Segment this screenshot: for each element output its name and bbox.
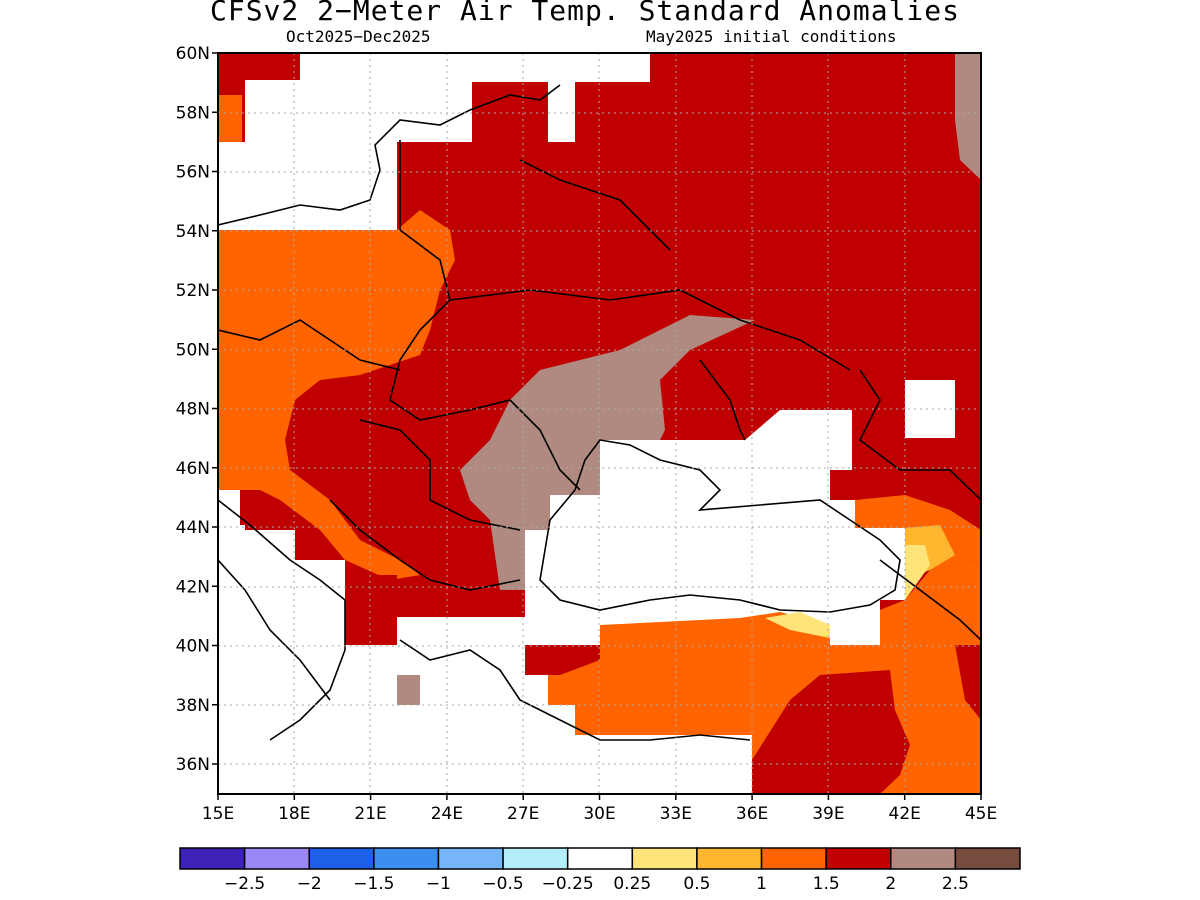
anomaly-patch-brown-ukraine: [460, 315, 755, 590]
no-signal-area-w: [218, 490, 240, 525]
x-tick-label: 33E: [660, 804, 692, 824]
colorbar-swatch: [954, 847, 1021, 870]
colorbar-label: 2.5: [942, 874, 969, 894]
y-tick-label: 46N: [176, 459, 210, 479]
x-tick-label: 36E: [736, 804, 768, 824]
page-title: CFSv2 2−Meter Air Temp. Standard Anomali…: [209, 0, 960, 27]
x-tick-label: 45E: [965, 804, 997, 824]
border-belarus: [519, 159, 671, 251]
colorbar-swatch: [890, 847, 957, 870]
colorbar-swatch: [760, 847, 827, 870]
y-tick-label: 38N: [176, 696, 210, 716]
x-tick-label: 27E: [507, 804, 539, 824]
border-poland: [389, 140, 511, 421]
anomaly-patch-brown-greece: [397, 675, 420, 705]
anomaly-patch-red-albania: [345, 575, 397, 645]
y-tick-label: 42N: [176, 577, 210, 597]
colorbar-label: −0.5: [482, 874, 523, 894]
y-tick-label: 54N: [176, 222, 210, 242]
colorbar-swatch: [179, 847, 246, 870]
y-tick-label: 56N: [176, 163, 210, 183]
x-tick-label: 24E: [431, 804, 463, 824]
no-signal-area-e: [905, 380, 955, 438]
anomaly-patch-red-aegean: [525, 645, 600, 675]
colorbar-label: −2: [297, 874, 322, 894]
y-axis: 36N 38N 40N 42N 44N 46N 48N 50N 52N 54N 56N 58N 60N: [176, 44, 218, 775]
anomaly-patch-red-turkey: [752, 670, 910, 794]
colorbar-label: 2: [885, 874, 896, 894]
colorbar-label: 1: [756, 874, 767, 894]
colorbar-swatch: [437, 847, 504, 870]
colorbar-swatch: [243, 847, 310, 870]
colorbar-swatch: [696, 847, 763, 870]
lat-lon-grid: [218, 53, 981, 794]
colorbar-swatch: [825, 847, 892, 870]
colorbar-label: 0.5: [683, 874, 710, 894]
adriatic-coast: [218, 499, 346, 741]
colorbar-swatch: [566, 847, 634, 870]
baltic-coast: [218, 84, 561, 226]
no-signal-area-south: [218, 410, 905, 794]
y-tick-label: 44N: [176, 518, 210, 538]
y-tick-label: 60N: [176, 44, 210, 64]
border-russia-kazakh: [858, 369, 981, 501]
x-tick-label: 30E: [583, 804, 615, 824]
border-czech: [218, 319, 401, 371]
forecast-period: Oct2025−Dec2025: [286, 27, 431, 46]
border-ukraine-east: [699, 359, 746, 441]
anomaly-patch-brown-ne: [955, 53, 981, 180]
colorbar-label: −2.5: [224, 874, 265, 894]
anomaly-patch-red-balkans: [397, 590, 515, 617]
aegean-coast: [399, 639, 751, 741]
y-tick-label: 52N: [176, 281, 210, 301]
anomaly-patch-orange-nw: [218, 95, 242, 142]
italy-coast: [218, 559, 331, 701]
initial-conditions: May2025 initial conditions: [646, 27, 897, 46]
x-tick-label: 18E: [278, 804, 310, 824]
colorbar-label: −1: [426, 874, 451, 894]
y-tick-label: 40N: [176, 637, 210, 657]
anomaly-patch-yellow-turkey: [765, 612, 830, 638]
border-hungary-romania: [359, 419, 521, 531]
colorbar-swatch: [502, 847, 569, 870]
x-tick-label: 21E: [354, 804, 386, 824]
colorbar-label: 1.5: [813, 874, 840, 894]
y-tick-label: 48N: [176, 400, 210, 420]
colorbar-label: 0.25: [613, 874, 651, 894]
x-tick-label: 39E: [812, 804, 844, 824]
no-signal-area-nw: [218, 53, 650, 230]
colorbar-swatch: [373, 847, 440, 870]
black-sea-coast: [539, 439, 901, 613]
y-tick-label: 36N: [176, 755, 210, 775]
border-serbia-bulgaria: [329, 499, 521, 591]
anomaly-patch-orange-west: [218, 210, 455, 580]
anomaly-patch-red-se: [955, 645, 981, 720]
map-fill-layer: [218, 53, 981, 794]
y-tick-label: 50N: [176, 340, 210, 360]
colorbar: −2.5 −2 −1.5 −1 −0.5 −0.25 0.25 0.5 1 1.5 2 2.5: [179, 847, 1021, 894]
colorbar-label: −0.25: [542, 874, 594, 894]
border-georgia-armenia: [879, 559, 981, 641]
x-axis: 15E 18E 21E 24E 27E 30E 33E 36E 39E 42E 45E: [202, 794, 997, 824]
colorbar-swatch: [631, 847, 698, 870]
colorbar-label: −1.5: [353, 874, 394, 894]
y-tick-label: 58N: [176, 103, 210, 123]
x-tick-label: 15E: [202, 804, 234, 824]
colorbar-swatch: [308, 847, 375, 870]
anomaly-patch-yellow-caucasus: [905, 545, 930, 600]
x-tick-label: 42E: [889, 804, 921, 824]
border-moldova: [509, 399, 581, 491]
